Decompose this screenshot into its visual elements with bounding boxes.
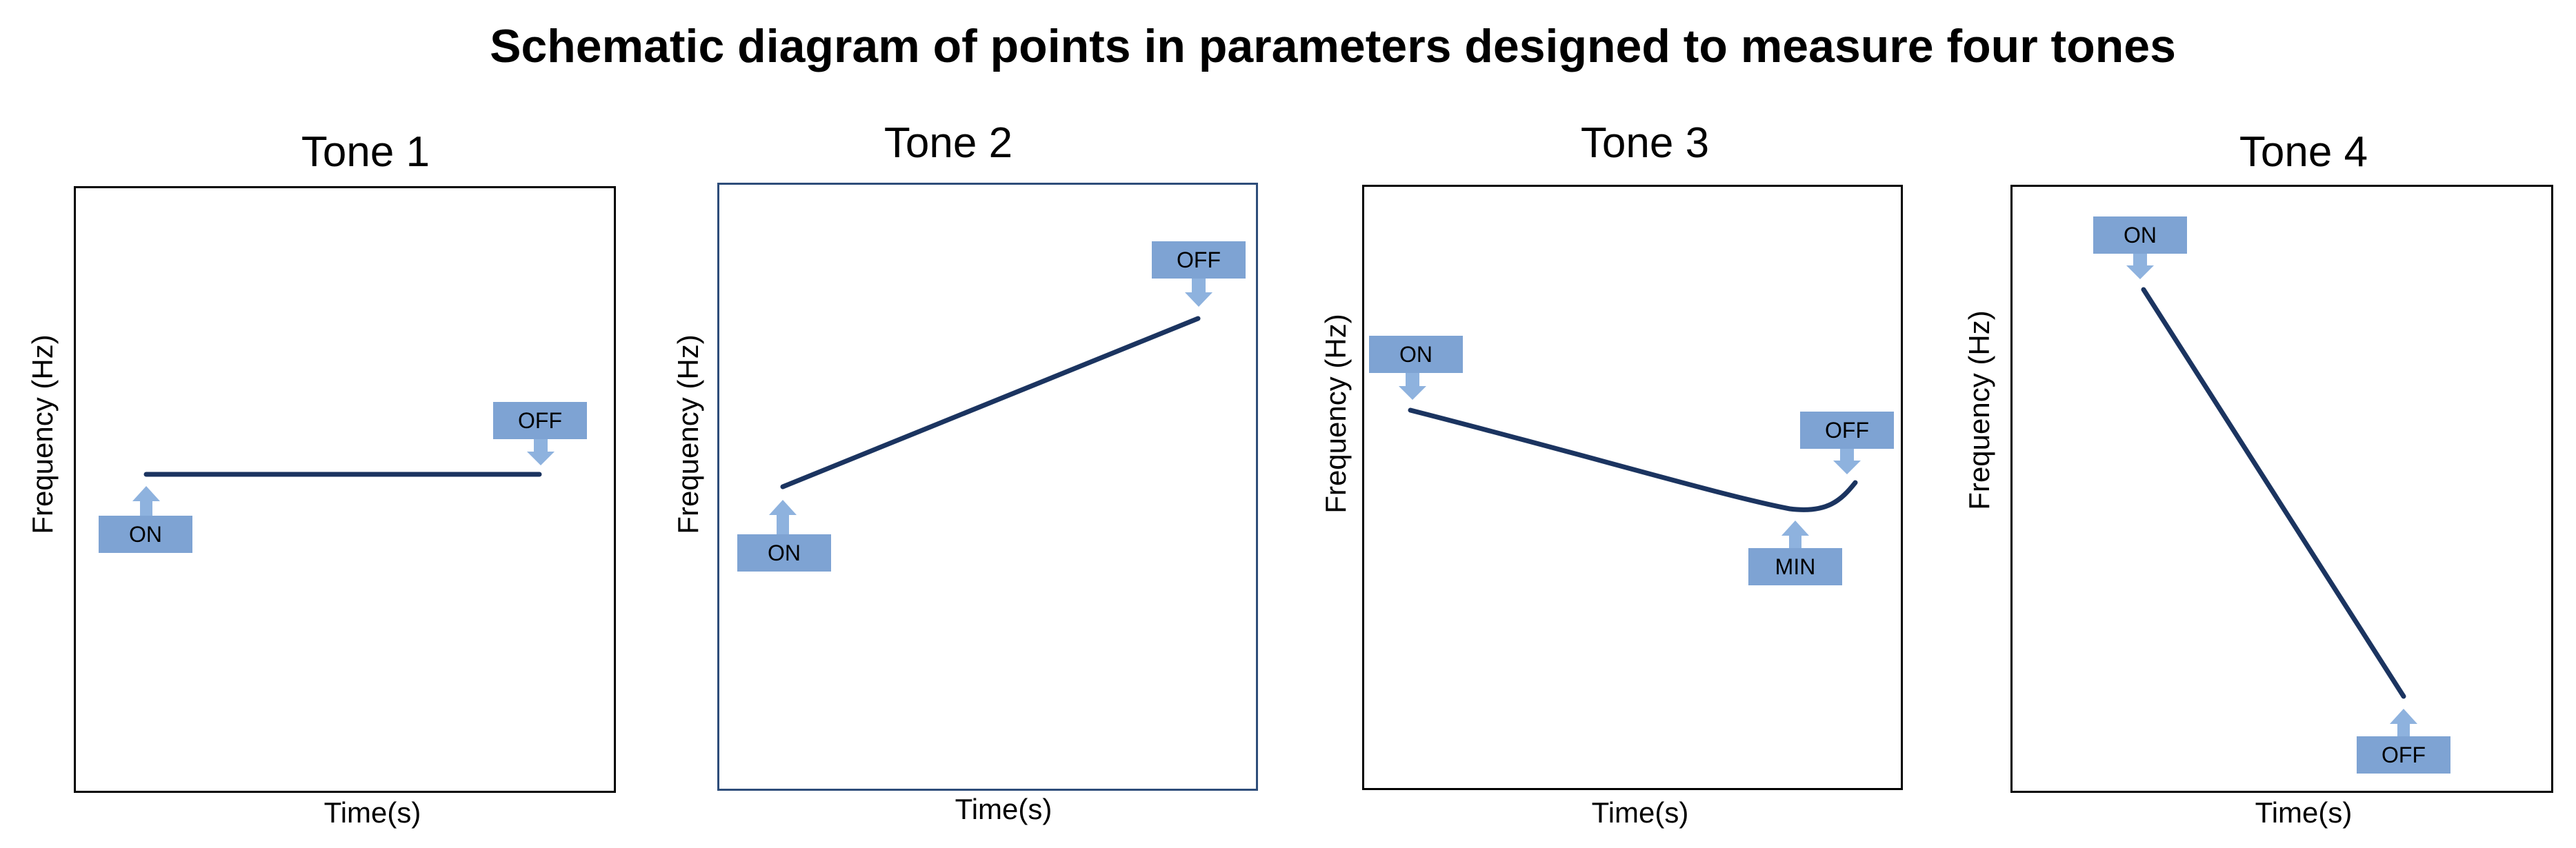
tone-4-on-label: ON bbox=[2124, 223, 2157, 248]
tone-3-off-marker bbox=[1800, 412, 1894, 449]
diagram-title: Schematic diagram of points in parameter… bbox=[490, 20, 2176, 72]
tone-1-on-label: ON bbox=[129, 522, 162, 547]
panel-title-tone-1: Tone 1 bbox=[301, 128, 430, 176]
tone-3-contour bbox=[1408, 407, 1858, 512]
tone-4-off-marker bbox=[2357, 736, 2450, 774]
tone-3-min-label: MIN bbox=[1775, 554, 1816, 579]
tone-2-off-marker bbox=[1152, 241, 1246, 279]
tone-1-on-marker bbox=[99, 516, 192, 553]
x-axis-label-tone-2: Time(s) bbox=[955, 793, 1052, 825]
tone-3-on-marker bbox=[1369, 336, 1463, 373]
tone-3-on-label: ON bbox=[1399, 342, 1432, 367]
tone-3-min-marker bbox=[1748, 548, 1842, 585]
tone-4-off-label: OFF bbox=[2382, 743, 2426, 767]
tone-2-off-arrow bbox=[1185, 279, 1212, 307]
panel-title-tone-4: Tone 4 bbox=[2239, 128, 2368, 176]
tone-3-min-arrow bbox=[1781, 521, 1809, 548]
plot-frame-tone-3 bbox=[1362, 185, 1903, 790]
x-axis-label-tone-4: Time(s) bbox=[2255, 796, 2353, 829]
tone-2-on-arrow bbox=[769, 500, 797, 534]
tone-3-off-arrow bbox=[1833, 449, 1861, 474]
tone-1-off-label: OFF bbox=[518, 408, 562, 433]
panel-title-tone-2: Tone 2 bbox=[883, 119, 1013, 167]
tone-2-contour bbox=[780, 316, 1201, 489]
panel-title-tone-3: Tone 3 bbox=[1580, 119, 1710, 167]
tone-2-on-marker bbox=[737, 534, 831, 572]
tone-2-on-label: ON bbox=[768, 541, 801, 565]
tone-3-on-arrow bbox=[1399, 373, 1426, 400]
tone-2-off-label: OFF bbox=[1177, 248, 1221, 272]
tone-1-off-marker bbox=[493, 402, 587, 439]
x-axis-label-tone-1: Time(s) bbox=[323, 796, 421, 829]
tone-1-on-arrow bbox=[132, 486, 160, 516]
tone-1-off-arrow bbox=[527, 439, 555, 465]
plot-frame-tone-2 bbox=[717, 183, 1258, 791]
tone-4-contour bbox=[2141, 287, 2406, 699]
tone-4-on-arrow bbox=[2126, 254, 2154, 279]
plot-frame-tone-4 bbox=[2010, 185, 2553, 793]
tone-3-off-label: OFF bbox=[1825, 418, 1869, 443]
x-axis-label-tone-3: Time(s) bbox=[1591, 796, 1689, 829]
tone-4-on-marker bbox=[2093, 216, 2187, 254]
tone-4-off-arrow bbox=[2390, 709, 2417, 736]
plot-frame-tone-1 bbox=[74, 186, 616, 793]
